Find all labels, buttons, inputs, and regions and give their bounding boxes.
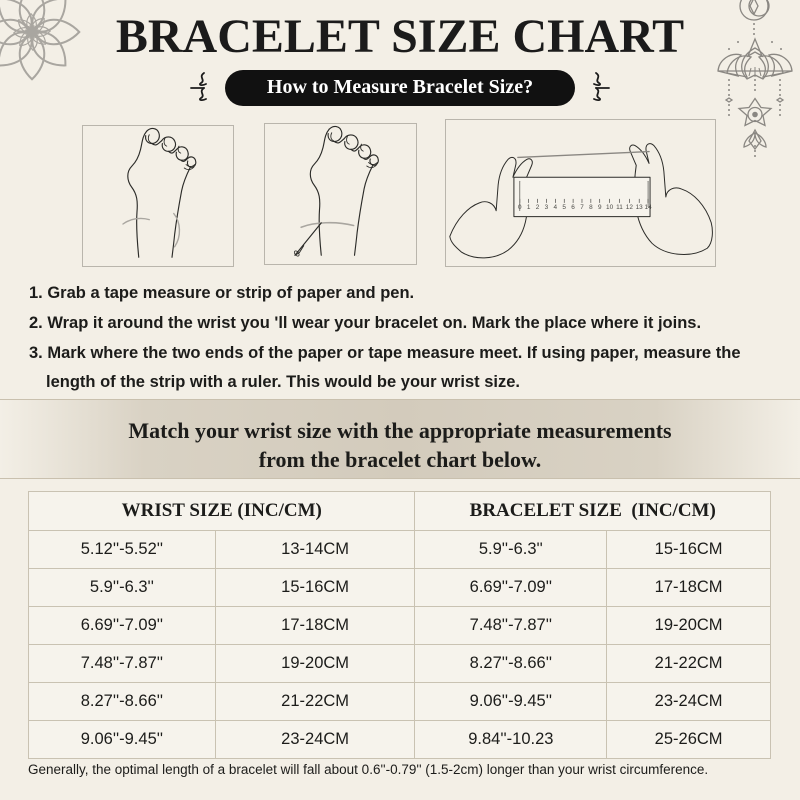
svg-text:0: 0 bbox=[518, 204, 522, 211]
svg-text:12: 12 bbox=[626, 204, 634, 211]
svg-text:10: 10 bbox=[606, 204, 614, 211]
svg-text:7: 7 bbox=[580, 204, 584, 211]
svg-text:1: 1 bbox=[527, 204, 531, 211]
svg-text:5: 5 bbox=[562, 204, 566, 211]
svg-text:3: 3 bbox=[545, 204, 549, 211]
svg-text:4: 4 bbox=[554, 204, 558, 211]
svg-text:14: 14 bbox=[645, 204, 653, 211]
svg-text:11: 11 bbox=[616, 204, 623, 211]
svg-text:9: 9 bbox=[598, 204, 602, 211]
svg-text:2: 2 bbox=[536, 204, 540, 211]
svg-text:8: 8 bbox=[589, 204, 593, 211]
svg-text:13: 13 bbox=[636, 204, 644, 211]
svg-text:6: 6 bbox=[571, 204, 575, 211]
